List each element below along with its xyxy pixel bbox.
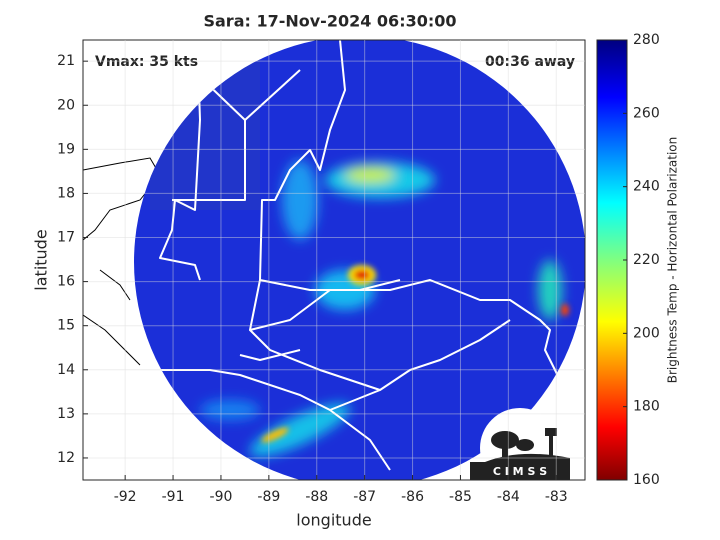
x-tick-label: -92 (114, 489, 137, 505)
y-tick-label: 16 (57, 274, 75, 290)
annotation: Vmax: 35 kts (95, 54, 198, 70)
y-tick-label: 18 (57, 185, 75, 201)
x-axis-label: longitude (296, 511, 371, 530)
logo-text: C I M S S (493, 465, 547, 478)
colorbar-tick-label: 220 (633, 252, 660, 268)
x-tick-label: -87 (353, 489, 376, 505)
colorbar-tick-label: 260 (633, 105, 660, 121)
y-tick-label: 20 (57, 97, 75, 113)
y-tick-label: 15 (57, 318, 75, 334)
y-tick-label: 17 (57, 230, 75, 246)
x-tick-label: -84 (497, 489, 520, 505)
x-tick-label: -85 (449, 489, 472, 505)
colorbar-tick-label: 200 (633, 325, 660, 341)
y-axis-label: latitude (32, 229, 51, 290)
y-tick-label: 21 (57, 53, 75, 69)
y-tick-label: 19 (57, 141, 75, 157)
annotation: 00:36 away (485, 54, 575, 70)
chart-title: Sara: 17-Nov-2024 06:30:00 (203, 12, 456, 31)
x-tick-label: -90 (210, 489, 233, 505)
colorbar-tick-label: 180 (633, 399, 660, 415)
x-tick-label: -88 (305, 489, 328, 505)
colorbar (596, 39, 628, 481)
logo: C I M S S (470, 408, 570, 488)
x-tick-label: -89 (257, 489, 280, 505)
y-tick-label: 14 (57, 362, 75, 378)
y-tick-label: 13 (57, 406, 75, 422)
plot-frame (82, 39, 586, 481)
colorbar-tick-label: 160 (633, 472, 660, 488)
colorbar-tick-label: 280 (633, 32, 660, 48)
colorbar-label: Brightness Temp - Horizontal Polarizatio… (666, 137, 680, 384)
colorbar-tick-label: 240 (633, 179, 660, 195)
x-tick-label: -86 (401, 489, 424, 505)
y-tick-label: 12 (57, 450, 75, 466)
imagery (83, 40, 585, 480)
x-tick-label: -91 (162, 489, 185, 505)
x-tick-label: -83 (545, 489, 568, 505)
